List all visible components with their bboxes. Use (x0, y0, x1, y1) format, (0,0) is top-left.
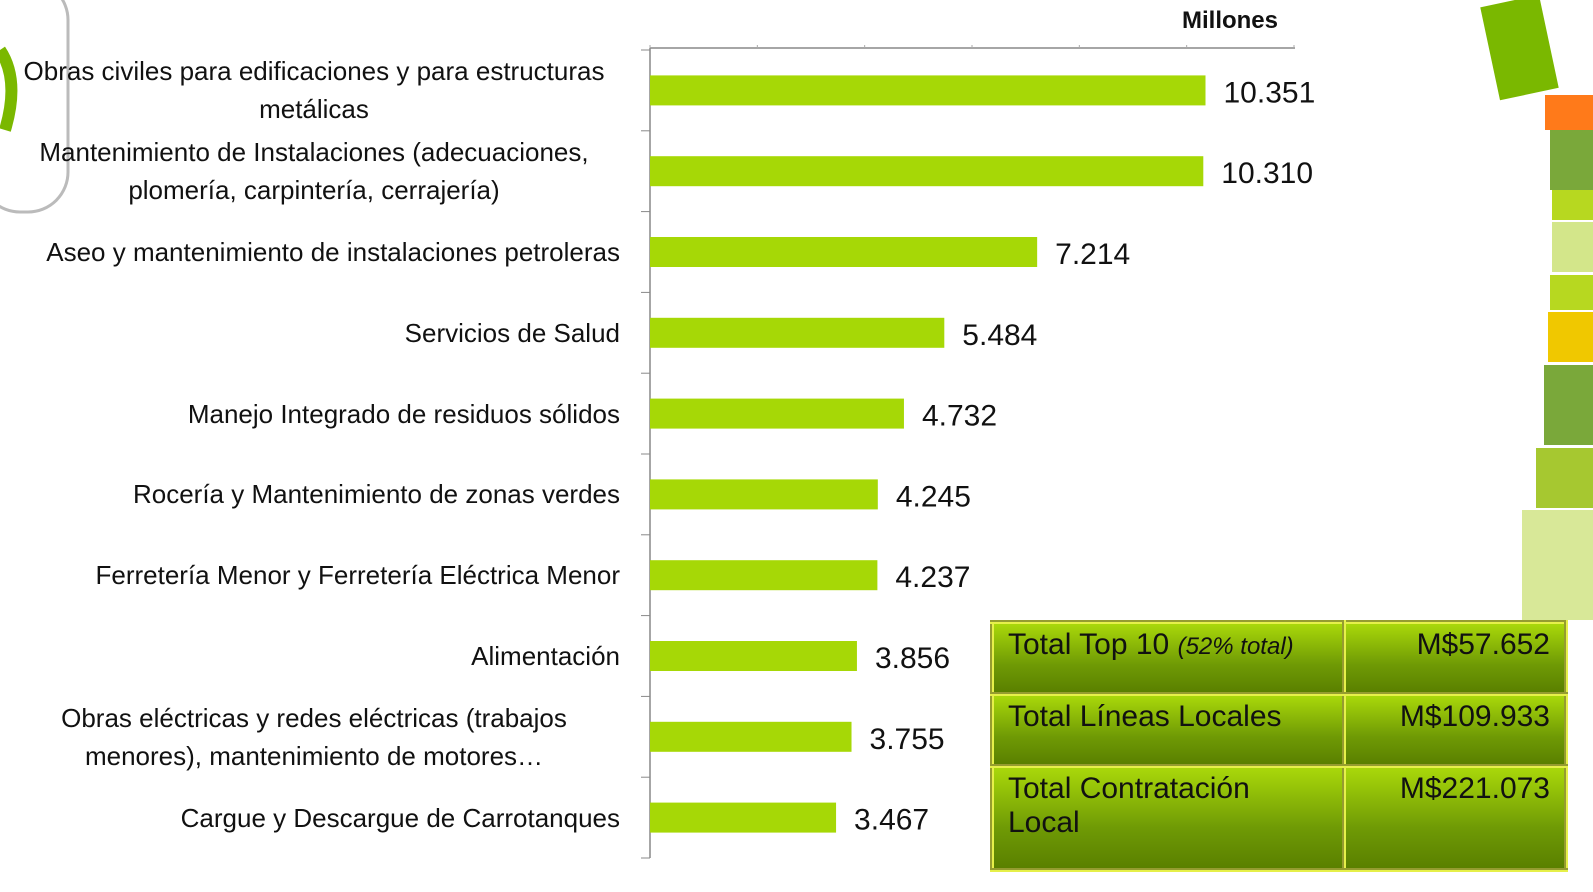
row-label-text: Total Top 10 (1008, 628, 1170, 661)
category-label: Aseo y mantenimiento de instalaciones pe… (46, 237, 620, 267)
bar (650, 802, 837, 833)
value-label: 4.732 (922, 400, 997, 433)
value-label: 4.245 (896, 480, 971, 513)
category-label: Servicios de Salud (404, 317, 620, 348)
category-label: Ferretería Menor y Ferretería Eléctrica … (95, 560, 621, 591)
summary-table: Total Top 10 (52% total) M$57.652 Total Lí… (990, 620, 1568, 872)
row-note: (52% total) (1177, 633, 1294, 660)
category-label: Obras civiles para edificaciones y para … (23, 56, 605, 125)
value-label: 3.856 (875, 642, 950, 675)
category-label: Mantenimiento de Instalaciones (adecuaci… (39, 137, 589, 206)
bar (650, 398, 904, 429)
table-row: Total Top 10 (52% total) M$57.652 (990, 620, 1568, 696)
bar (650, 156, 1204, 187)
row-label-text: Total Contratación Local (1008, 772, 1250, 839)
bar (650, 317, 945, 348)
value-label: 3.467 (854, 804, 929, 837)
category-label: Cargue y Descargue de Carrotanques (180, 802, 620, 833)
value-label: 5.484 (962, 319, 1037, 352)
bar (650, 75, 1206, 106)
bar (650, 479, 878, 510)
bar (650, 237, 1038, 267)
bar (650, 641, 857, 671)
bar (650, 721, 852, 752)
row-value: M$57.652 (1342, 620, 1568, 696)
category-label: Manejo Integrado de residuos sólidos (187, 398, 620, 429)
table-row: Total Líneas Locales M$109.933 (990, 692, 1568, 768)
value-label: 10.310 (1221, 157, 1313, 190)
row-value: M$221.073 (1342, 764, 1568, 872)
row-value: M$109.933 (1342, 692, 1568, 768)
bar (650, 560, 878, 591)
row-label: Total Líneas Locales (990, 692, 1346, 768)
value-label: 10.351 (1224, 76, 1316, 109)
axis-label: Millones (1182, 7, 1278, 34)
category-label: Alimentación (471, 641, 620, 671)
decoration (0, 0, 1593, 620)
table-row: Total Contratación Local M$221.073 (990, 764, 1568, 872)
value-label: 7.214 (1055, 238, 1130, 271)
category-label: Obras eléctricas y redes eléctricas (tra… (61, 702, 567, 771)
row-label-text: Total Líneas Locales (1008, 700, 1282, 733)
category-label: Rocería y Mantenimiento de zonas verdes (132, 479, 620, 510)
value-label: 4.237 (895, 561, 970, 594)
row-label: Total Contratación Local (990, 764, 1346, 872)
value-label: 3.755 (870, 723, 945, 756)
row-label: Total Top 10 (52% total) (990, 620, 1346, 696)
